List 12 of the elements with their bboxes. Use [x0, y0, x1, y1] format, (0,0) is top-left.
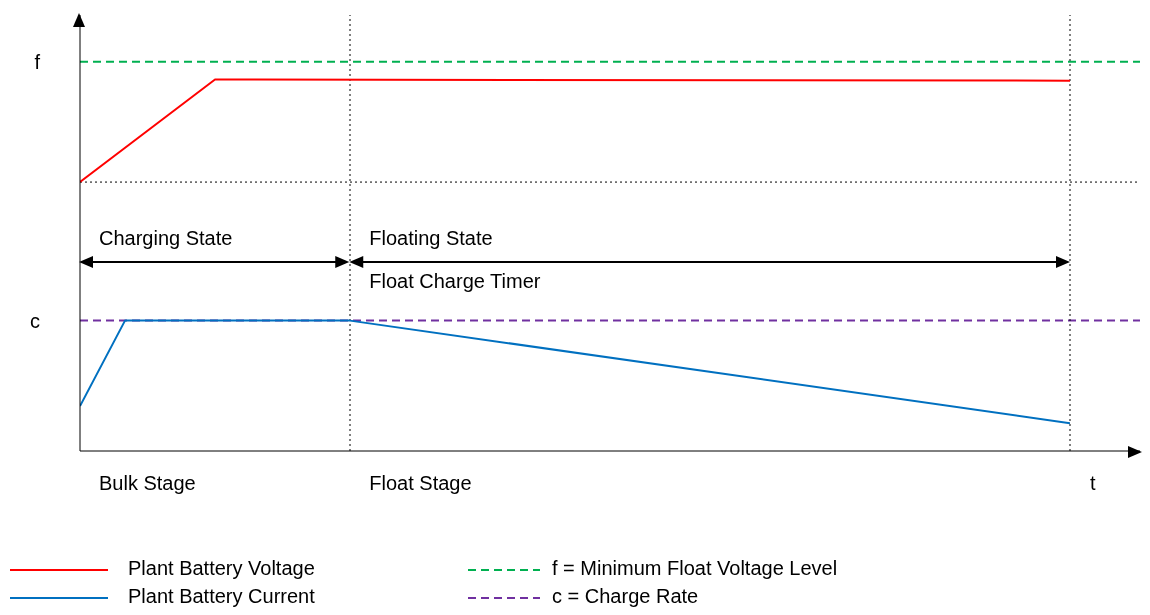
annotation: Charging State — [99, 227, 233, 250]
text: t — [1090, 472, 1096, 495]
ref-line-label: c — [30, 309, 40, 332]
legend-label: Plant Battery Current — [128, 585, 316, 608]
annotation: Floating State — [369, 227, 493, 250]
text: f = Minimum Float Voltage Level — [552, 557, 838, 580]
legend-label: Plant Battery Voltage — [128, 557, 315, 580]
ref-line-label: f — [34, 50, 41, 73]
annotation: Float Charge Timer — [369, 270, 541, 293]
text: Float Stage — [369, 472, 472, 495]
text: Bulk Stage — [99, 472, 196, 495]
text: c = Charge Rate — [552, 585, 699, 608]
